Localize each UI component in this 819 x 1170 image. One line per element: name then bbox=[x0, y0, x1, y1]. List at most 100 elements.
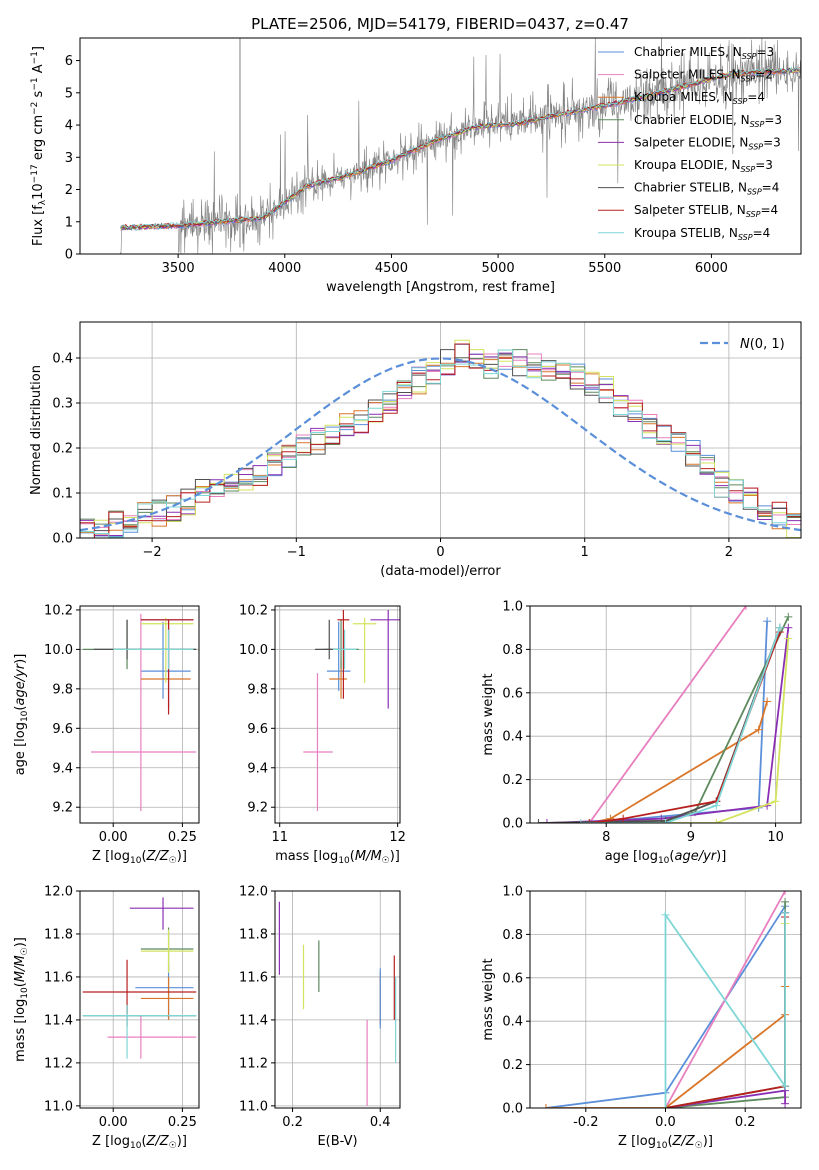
panel-spectrum: 3500 4000 4500 5000 5500 6000 0 1 2 3 4 5 6 Chabrier … bbox=[30, 37, 802, 295]
label-part: age [log bbox=[13, 722, 28, 775]
axes-frame bbox=[529, 890, 802, 1109]
label-part: λ bbox=[38, 199, 48, 205]
y-axis-label: mass weight bbox=[481, 958, 496, 1040]
label-part: ( bbox=[141, 1134, 146, 1149]
legend-val: =3 bbox=[755, 158, 773, 172]
weight-line bbox=[580, 627, 781, 823]
x-axis-label: (data-model)/error bbox=[380, 564, 501, 579]
weight-line bbox=[589, 701, 768, 823]
label-part: )] bbox=[390, 849, 400, 864]
x-tick-label: 4500 bbox=[375, 261, 408, 276]
y-tick-label: 9.8 bbox=[247, 682, 268, 697]
y-tick-label: 9.6 bbox=[52, 722, 73, 737]
weight-line bbox=[665, 923, 786, 1108]
label-part: ☉ bbox=[169, 1141, 177, 1151]
label-part: ( bbox=[350, 849, 355, 864]
figure-title: PLATE=2506, MJD=54179, FIBERID=0437, z=0… bbox=[251, 15, 629, 33]
legend-text: Chabrier ELODIE, N bbox=[634, 113, 750, 127]
y-axis-label: Flux [fλ10−17 erg cm−2 s−1 A−1] bbox=[30, 46, 48, 246]
label-part: )] bbox=[13, 654, 28, 664]
y-tick-label: 6 bbox=[65, 54, 73, 69]
plot-area bbox=[82, 897, 197, 1059]
legend-text: Chabrier MILES, N bbox=[634, 45, 742, 59]
y-tick-label: 12.0 bbox=[44, 885, 73, 900]
axes-frame bbox=[274, 890, 401, 1109]
legend-sub: SSP bbox=[746, 210, 761, 219]
label-part: Z/Z bbox=[672, 1134, 696, 1149]
axes-frame bbox=[79, 37, 802, 255]
legend-text: N bbox=[740, 337, 750, 352]
x-axis-label: age [log10(age/yr)] bbox=[605, 849, 727, 866]
label-part: ☉ bbox=[382, 856, 390, 866]
legend-val: =2 bbox=[755, 68, 773, 82]
y-tick-label: 12.0 bbox=[239, 885, 268, 900]
x-tick-label: 0.25 bbox=[168, 830, 197, 845]
plot-area bbox=[541, 891, 790, 1108]
weight-line bbox=[589, 621, 768, 823]
legend-normal: N(0, 1) bbox=[740, 337, 785, 352]
label-part: )] bbox=[716, 849, 726, 864]
y-tick-label: 11.0 bbox=[44, 1099, 73, 1114]
x-tick-label: 0.25 bbox=[168, 1115, 197, 1130]
y-tick-label: 9.2 bbox=[247, 801, 268, 816]
y-tick-label: 9.2 bbox=[52, 801, 73, 816]
y-tick-label: 0.6 bbox=[502, 686, 523, 701]
label-part: s bbox=[31, 90, 46, 101]
y-tick-label: 0.0 bbox=[52, 532, 73, 547]
y-tick-label: 0.2 bbox=[502, 773, 523, 788]
label-part: 10 bbox=[130, 856, 142, 866]
legend-val: =4 bbox=[760, 203, 778, 217]
label-part: ( bbox=[667, 1134, 672, 1149]
model-line bbox=[120, 67, 800, 229]
legend-label: Salpeter MILES, NSSP=2 bbox=[634, 68, 773, 84]
legend-label: Kroupa MILES, NSSP=4 bbox=[634, 90, 765, 106]
legend-text: Salpeter MILES, N bbox=[634, 68, 741, 82]
x-tick-label: −2 bbox=[143, 545, 162, 560]
plot-area bbox=[120, 38, 801, 254]
label-part: Normed distribution bbox=[29, 365, 44, 495]
label-part: 10 bbox=[658, 856, 670, 866]
legend-sub: SSP bbox=[741, 165, 756, 174]
y-tick-label: 11.8 bbox=[239, 927, 268, 942]
label-part: 10 bbox=[338, 856, 350, 866]
y-tick-label: 0.8 bbox=[502, 928, 523, 943]
y-tick-label: 11.0 bbox=[239, 1099, 268, 1114]
label-part: age/yr bbox=[13, 662, 28, 705]
label-part: Z/Z bbox=[146, 1134, 170, 1149]
legend-val: =4 bbox=[747, 90, 765, 104]
y-tick-label: 0.8 bbox=[502, 643, 523, 658]
y-tick-label: 9.6 bbox=[247, 722, 268, 737]
legend-val: =3 bbox=[763, 135, 781, 149]
label-part: wavelength [Angstrom, rest frame] bbox=[326, 280, 555, 295]
y-tick-label: 9.8 bbox=[52, 682, 73, 697]
y-tick-label: 11.4 bbox=[239, 1013, 268, 1028]
label-part: M/M bbox=[355, 849, 382, 864]
weight-line bbox=[589, 638, 790, 823]
legend-sub: SSP bbox=[741, 75, 756, 84]
label-part: −2 bbox=[30, 102, 40, 115]
y-tick-label: 10.0 bbox=[44, 643, 73, 658]
legend-label: Chabrier STELIB, NSSP=4 bbox=[634, 181, 779, 197]
legend-text: Salpeter STELIB, N bbox=[634, 203, 746, 217]
legend-val: =3 bbox=[764, 113, 782, 127]
label-part: Z [log bbox=[92, 1134, 130, 1149]
legend-sub: SSP bbox=[733, 97, 748, 106]
label-part: −1 bbox=[30, 77, 40, 90]
axes-frame bbox=[529, 605, 802, 824]
legend-sub: SSP bbox=[747, 188, 762, 197]
weight-line bbox=[664, 912, 786, 1108]
y-tick-label: 0.2 bbox=[52, 442, 73, 457]
label-part: (data-model)/error bbox=[380, 564, 501, 579]
x-tick-label: 5500 bbox=[588, 261, 621, 276]
y-tick-label: 0.3 bbox=[52, 397, 73, 412]
legend-text: Chabrier STELIB, N bbox=[634, 181, 747, 195]
y-tick-label: 1 bbox=[65, 215, 73, 230]
plot-area bbox=[82, 613, 197, 812]
axes-frame bbox=[274, 605, 401, 824]
x-axis-label: Z [log10(Z/Z☉)] bbox=[92, 849, 187, 866]
label-part: −1 bbox=[30, 51, 40, 64]
legend-text: Kroupa STELIB, N bbox=[634, 226, 738, 240]
label-part: mass [log bbox=[275, 849, 338, 864]
legend-label: Salpeter STELIB, NSSP=4 bbox=[634, 203, 778, 219]
